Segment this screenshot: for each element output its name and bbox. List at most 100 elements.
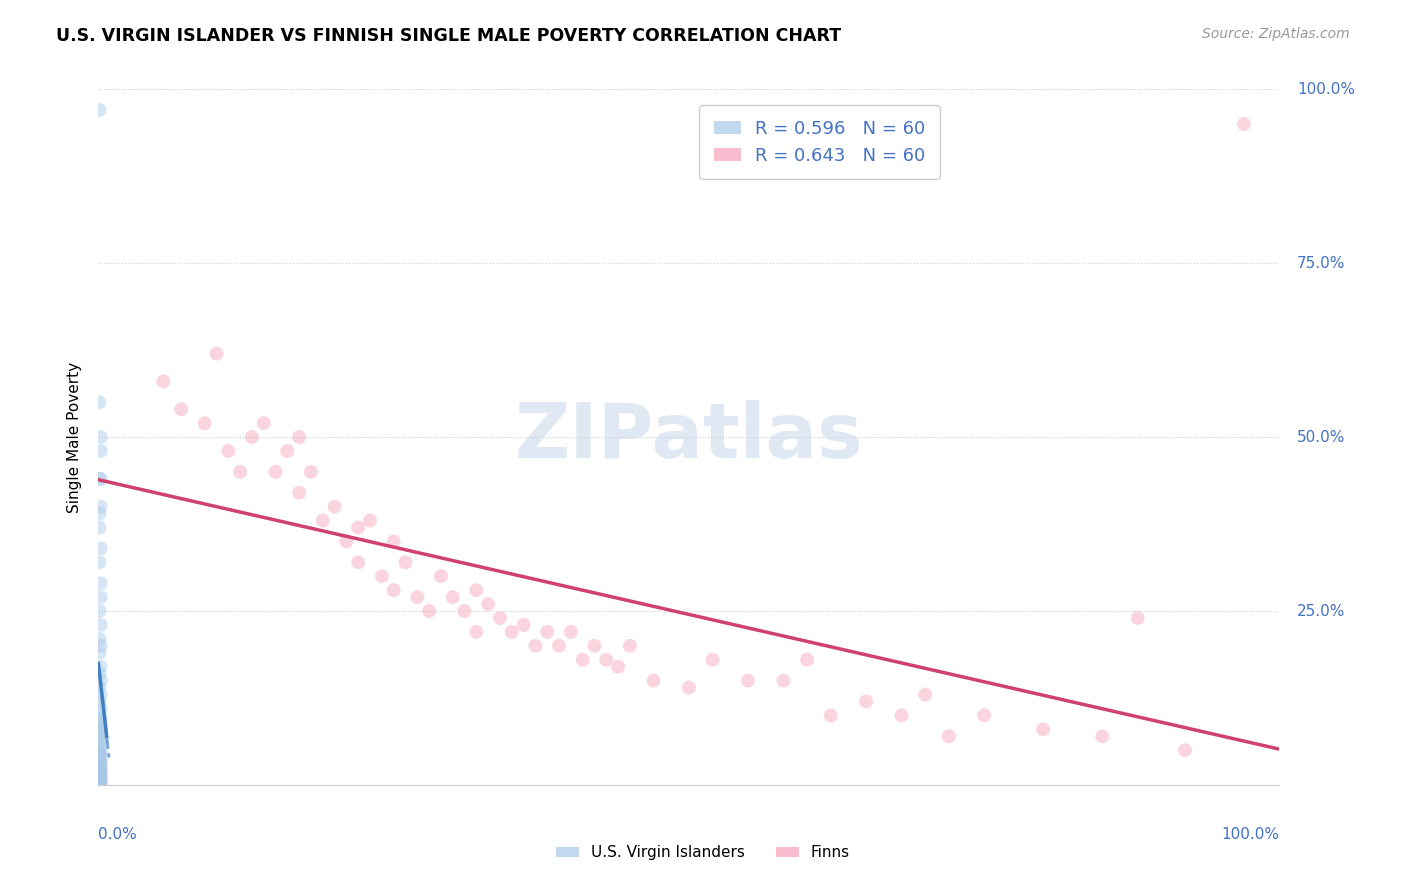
- Point: [90, 688, 112, 702]
- Point: [347, 555, 370, 569]
- Point: [1233, 117, 1256, 131]
- Point: [90, 590, 112, 604]
- Point: [90, 771, 112, 785]
- Point: [347, 520, 370, 534]
- Point: [441, 590, 464, 604]
- Point: [89, 729, 111, 743]
- Point: [465, 624, 488, 639]
- Point: [312, 514, 335, 528]
- Point: [90, 576, 112, 591]
- Point: [90, 430, 112, 444]
- Point: [89, 751, 111, 765]
- Point: [90, 719, 112, 733]
- Point: [170, 402, 193, 417]
- Point: [855, 694, 877, 708]
- Point: [89, 472, 111, 486]
- Point: [89, 776, 111, 790]
- Point: [90, 712, 112, 726]
- Point: [229, 465, 252, 479]
- Point: [359, 514, 381, 528]
- Point: [560, 624, 582, 639]
- Point: [89, 694, 111, 708]
- Point: [89, 632, 111, 646]
- Point: [288, 485, 311, 500]
- Point: [571, 653, 593, 667]
- Point: [89, 772, 111, 787]
- Point: [371, 569, 394, 583]
- Point: [90, 541, 112, 556]
- Point: [583, 639, 606, 653]
- Point: [512, 618, 534, 632]
- Point: [89, 767, 111, 781]
- Point: [477, 597, 499, 611]
- Point: [382, 583, 405, 598]
- Point: [89, 777, 111, 791]
- Point: [914, 688, 936, 702]
- Point: [89, 736, 111, 750]
- Point: [524, 639, 547, 653]
- Y-axis label: Single Male Poverty: Single Male Poverty: [67, 361, 83, 513]
- Point: [89, 103, 111, 117]
- Point: [89, 761, 111, 775]
- Point: [619, 639, 641, 653]
- Point: [90, 749, 112, 764]
- Text: 25.0%: 25.0%: [1298, 604, 1346, 618]
- Point: [406, 590, 429, 604]
- Point: [796, 653, 818, 667]
- Point: [418, 604, 440, 618]
- Point: [89, 764, 111, 778]
- Point: [90, 773, 112, 788]
- Point: [90, 639, 112, 653]
- Point: [489, 611, 512, 625]
- Point: [90, 732, 112, 747]
- Point: [890, 708, 912, 723]
- Point: [89, 756, 111, 770]
- Point: [90, 659, 112, 673]
- Point: [607, 659, 630, 673]
- Point: [394, 555, 416, 569]
- Point: [276, 444, 298, 458]
- Point: [90, 775, 112, 789]
- Point: [89, 747, 111, 762]
- Point: [89, 758, 111, 772]
- Point: [772, 673, 794, 688]
- Point: [702, 653, 724, 667]
- Text: 100.0%: 100.0%: [1298, 82, 1355, 96]
- Point: [89, 507, 111, 521]
- Point: [217, 444, 239, 458]
- Point: [89, 395, 111, 409]
- Point: [90, 763, 112, 777]
- Point: [90, 776, 112, 790]
- Text: 50.0%: 50.0%: [1298, 430, 1346, 444]
- Point: [90, 618, 112, 632]
- Point: [643, 673, 665, 688]
- Point: [90, 726, 112, 740]
- Point: [89, 743, 111, 757]
- Point: [938, 729, 960, 743]
- Point: [1091, 729, 1114, 743]
- Point: [90, 768, 112, 782]
- Point: [820, 708, 842, 723]
- Point: [89, 604, 111, 618]
- Point: [90, 760, 112, 774]
- Point: [548, 639, 571, 653]
- Point: [90, 754, 112, 768]
- Point: [89, 520, 111, 534]
- Point: [501, 624, 523, 639]
- Legend: U.S. Virgin Islanders, Finns: U.S. Virgin Islanders, Finns: [550, 839, 856, 866]
- Point: [89, 723, 111, 737]
- Text: Source: ZipAtlas.com: Source: ZipAtlas.com: [1202, 27, 1350, 41]
- Point: [90, 673, 112, 688]
- Point: [382, 534, 405, 549]
- Point: [90, 745, 112, 759]
- Text: 0.0%: 0.0%: [98, 827, 138, 842]
- Point: [90, 500, 112, 514]
- Point: [1032, 723, 1054, 737]
- Point: [595, 653, 617, 667]
- Point: [89, 555, 111, 569]
- Point: [89, 646, 111, 660]
- Point: [253, 416, 276, 430]
- Text: 75.0%: 75.0%: [1298, 256, 1346, 270]
- Point: [288, 430, 311, 444]
- Point: [90, 757, 112, 772]
